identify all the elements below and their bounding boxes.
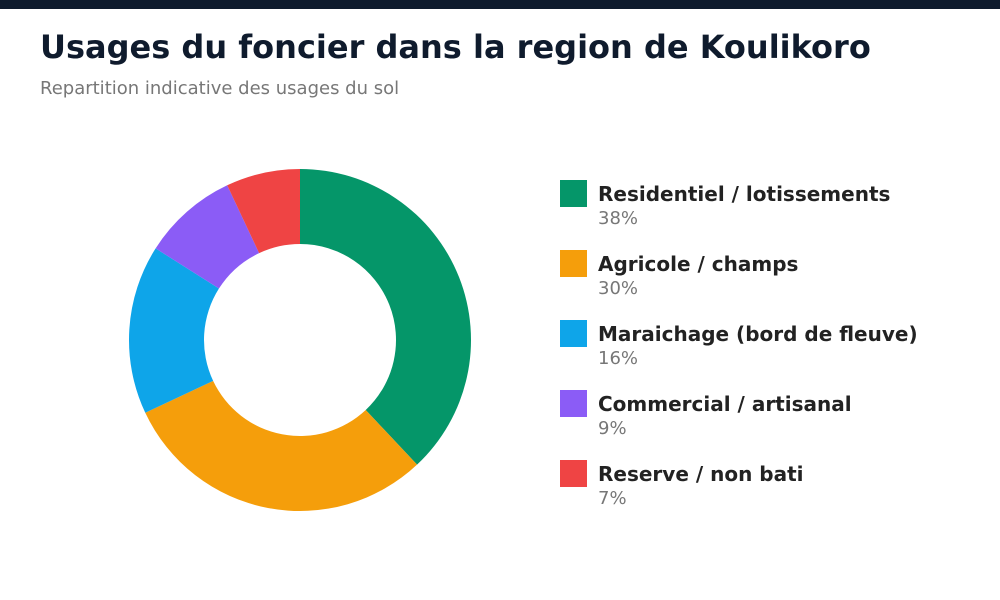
legend-label: Agricole / champs: [598, 252, 799, 276]
donut-slice-reserve-non-bati: [227, 169, 300, 254]
chart-title: Usages du foncier dans la region de Koul…: [40, 28, 871, 66]
donut-slice-agricole-champs: [145, 380, 418, 511]
legend-item-residentiel-lotissements: Residentiel / lotissements 38%: [560, 180, 918, 250]
legend-value: 30%: [598, 278, 639, 299]
donut-slice-maraichage-bord-de-fleuve: [128, 248, 219, 413]
legend-item-maraichage-bord-de-fleuve: Maraichage (bord de fleuve) 16%: [560, 320, 918, 390]
legend-item-agricole-champs: Agricole / champs 30%: [560, 250, 918, 320]
legend-swatch: [560, 180, 587, 207]
donut-slice-commercial-artisanal: [155, 185, 260, 289]
legend-item-reserve-non-bati: Reserve / non bati 7%: [560, 460, 918, 530]
legend-label: Commercial / artisanal: [598, 392, 852, 416]
legend-label: Reserve / non bati: [598, 462, 804, 486]
legend-label: Residentiel / lotissements: [598, 182, 891, 206]
legend-swatch: [560, 250, 587, 277]
legend-swatch: [560, 320, 587, 347]
legend-value: 16%: [598, 348, 639, 369]
legend-value: 7%: [598, 488, 627, 509]
legend-value: 38%: [598, 208, 639, 229]
chart-subtitle: Repartition indicative des usages du sol: [40, 78, 400, 99]
legend-label: Maraichage (bord de fleuve): [598, 322, 918, 346]
legend-swatch: [560, 460, 587, 487]
legend-swatch: [560, 390, 587, 417]
legend-value: 9%: [598, 418, 627, 439]
donut-chart: [128, 169, 472, 511]
donut-slice-residentiel-lotissements: [300, 169, 472, 465]
legend-item-commercial-artisanal: Commercial / artisanal 9%: [560, 390, 918, 460]
chart-legend: Residentiel / lotissements 38% Agricole / …: [560, 180, 918, 530]
top-accent-bar: [0, 0, 1000, 9]
